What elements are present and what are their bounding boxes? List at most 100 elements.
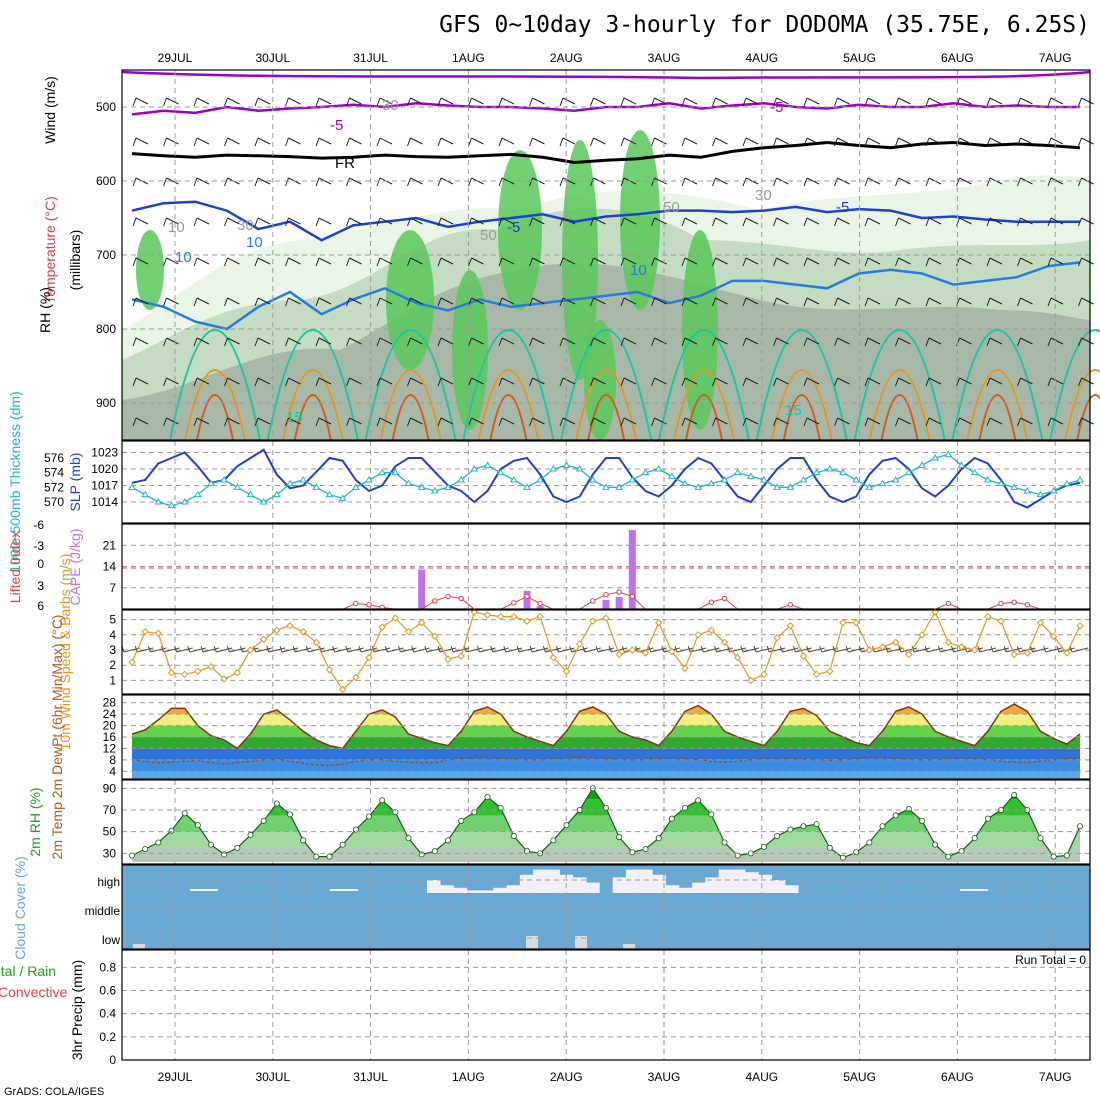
wind-barb	[742, 257, 759, 267]
wind-speed-point	[891, 638, 900, 647]
wind-tick: 4	[109, 628, 116, 642]
isotherm-25-arc	[196, 394, 234, 441]
li-tick: 3	[37, 579, 44, 593]
wind-barb	[254, 137, 271, 147]
wind-barb	[559, 257, 576, 267]
contour-label: 50	[663, 199, 680, 216]
isotherm-25-arc	[489, 394, 528, 441]
thickness-point	[1010, 483, 1019, 490]
wind-barb	[407, 337, 423, 347]
wind-barb	[285, 257, 301, 267]
wind-speed-point	[905, 650, 913, 659]
wind-speed-point	[338, 685, 347, 694]
wind-barb	[712, 417, 728, 427]
thickness-tick: 570	[44, 495, 64, 509]
rh-point	[418, 851, 425, 858]
wind-barb	[651, 97, 667, 107]
date-tick-top: 1AUG	[452, 51, 485, 65]
rh-point	[194, 822, 201, 829]
thickness-point	[799, 476, 808, 483]
thickness-point	[325, 490, 334, 498]
wind-barb	[1047, 177, 1064, 187]
wind-speed-point	[220, 675, 228, 683]
temp-tick: 12	[103, 741, 117, 755]
temp-tick: 8	[109, 753, 116, 767]
wind-barb	[590, 337, 606, 347]
thickness-point	[707, 479, 716, 487]
wind-barb	[620, 97, 637, 107]
date-tick-top: 3AUG	[648, 51, 681, 65]
wind-barb	[254, 97, 271, 107]
contour-label: 15	[785, 402, 802, 419]
wind-speed-point	[444, 655, 452, 663]
cloud-clear-gap	[731, 869, 746, 893]
rh-point	[313, 853, 320, 860]
wind-barb-10m	[213, 645, 233, 653]
wind-barb	[742, 417, 759, 427]
isotherm-20-arc	[184, 369, 246, 441]
wind-barb	[529, 217, 545, 227]
wind-barb	[1017, 137, 1033, 147]
wind-speed-point	[641, 649, 650, 657]
rh-point	[603, 804, 610, 811]
date-tick-top: 31JUL	[353, 51, 388, 65]
wind-speed-point	[839, 618, 847, 627]
cape-bar	[418, 569, 426, 609]
wind-barb	[773, 417, 789, 427]
contour-label: 30	[237, 217, 254, 234]
precip-tick: 0.2	[99, 1030, 116, 1044]
wind-barb	[1047, 257, 1064, 267]
slp-tick: 1017	[91, 479, 118, 493]
isotherm-25-arc	[391, 394, 430, 441]
wind-speed-point	[602, 614, 610, 622]
wind-barb	[681, 97, 698, 107]
thickness-point	[404, 479, 413, 487]
wind-speed-point	[1049, 632, 1058, 641]
wind-barb	[1078, 337, 1094, 347]
wind-barb	[163, 137, 179, 147]
wind-speed-point	[180, 670, 189, 679]
wind-speed-point	[312, 638, 321, 647]
rh-moist-cell	[584, 320, 616, 440]
wind-barb	[620, 217, 637, 227]
temp-band	[132, 759, 1080, 772]
wind-label: Wind (m/s)	[42, 76, 58, 144]
cloud-clear-gap	[639, 869, 653, 893]
wind-barb	[559, 137, 576, 147]
wind-speed-point	[417, 618, 426, 627]
isotherm-15-arc	[364, 329, 457, 441]
rh-point	[840, 854, 847, 861]
wind-speed-point	[668, 647, 676, 656]
isotherm-15-arc	[169, 329, 261, 441]
wind-barb	[1078, 217, 1094, 227]
rh-point	[221, 851, 228, 858]
wind-barb	[346, 97, 362, 107]
wind-barb	[346, 377, 362, 387]
wind-barb	[559, 217, 576, 227]
li-point	[1024, 602, 1031, 608]
wind-barb-10m	[898, 645, 917, 653]
wind-barb	[193, 377, 210, 387]
wind-speed-point	[207, 663, 215, 671]
wind-barb-10m	[990, 645, 1010, 653]
dewpoint-line	[131, 755, 1080, 767]
wind-barb	[224, 377, 240, 387]
wind-barb	[986, 217, 1003, 227]
rh-point	[300, 837, 307, 844]
li-point	[998, 600, 1004, 607]
thickness-point	[523, 483, 531, 490]
wind-barb	[254, 337, 271, 347]
thickness-tick: 576	[44, 451, 64, 465]
wind-barb	[773, 97, 789, 107]
rh-point	[326, 853, 333, 860]
wind-barb	[864, 377, 881, 387]
isotherm-25-arc	[880, 394, 919, 441]
li-point	[629, 593, 636, 600]
wind-speed-point	[391, 614, 400, 622]
wind-barb	[956, 377, 972, 387]
precip-tick: 0.4	[99, 1007, 116, 1021]
wind-speed-point	[562, 667, 571, 675]
li-tick: 6	[37, 599, 44, 613]
cape-bar	[536, 605, 544, 609]
wind-barb	[559, 97, 576, 107]
